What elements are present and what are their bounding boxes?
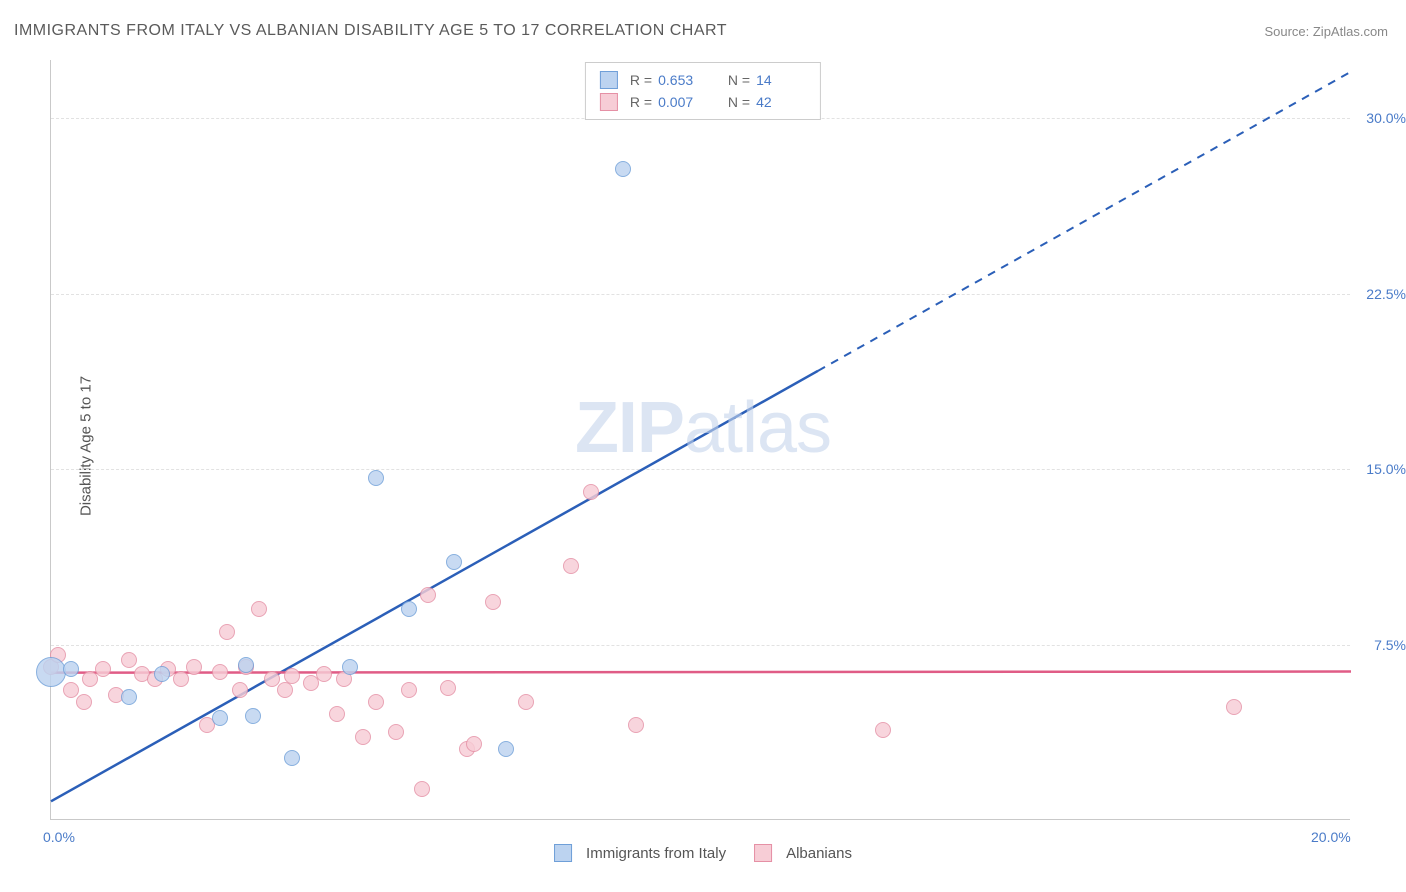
scatter-point — [284, 668, 300, 684]
r-value: 0.007 — [658, 94, 708, 110]
y-tick-label: 30.0% — [1366, 110, 1406, 126]
scatter-point — [628, 717, 644, 733]
legend-correlation-box: R = 0.653 N = 14R = 0.007 N = 42 — [585, 62, 821, 120]
scatter-point — [563, 558, 579, 574]
legend-swatch — [554, 844, 572, 862]
scatter-point — [264, 671, 280, 687]
r-label: R = — [630, 72, 652, 88]
scatter-point — [518, 694, 534, 710]
scatter-point — [154, 666, 170, 682]
x-tick-label: 0.0% — [43, 829, 75, 845]
r-label: R = — [630, 94, 652, 110]
scatter-point — [251, 601, 267, 617]
n-label: N = — [728, 72, 750, 88]
scatter-point — [95, 661, 111, 677]
legend-series-label: Immigrants from Italy — [586, 845, 726, 862]
scatter-point — [63, 661, 79, 677]
y-tick-label: 22.5% — [1366, 286, 1406, 302]
scatter-point — [485, 594, 501, 610]
scatter-point — [401, 601, 417, 617]
scatter-point — [121, 689, 137, 705]
legend-swatch — [600, 93, 618, 111]
scatter-point — [186, 659, 202, 675]
scatter-point — [63, 682, 79, 698]
scatter-point — [121, 652, 137, 668]
scatter-point — [219, 624, 235, 640]
scatter-point — [212, 664, 228, 680]
scatter-point — [583, 484, 599, 500]
x-tick-label: 20.0% — [1311, 829, 1351, 845]
scatter-point — [316, 666, 332, 682]
legend-swatch — [754, 844, 772, 862]
plot-area: 7.5%15.0%22.5%30.0%0.0%20.0% — [50, 60, 1350, 820]
legend-correlation-row: R = 0.653 N = 14 — [600, 69, 806, 91]
legend-swatch — [600, 71, 618, 89]
scatter-point — [368, 470, 384, 486]
scatter-point — [238, 657, 254, 673]
scatter-point — [875, 722, 891, 738]
scatter-point — [173, 671, 189, 687]
scatter-point — [212, 710, 228, 726]
scatter-point — [446, 554, 462, 570]
legend-series-item: Immigrants from Italy — [554, 844, 726, 862]
scatter-point — [76, 694, 92, 710]
scatter-point — [355, 729, 371, 745]
scatter-point — [245, 708, 261, 724]
scatter-point — [498, 741, 514, 757]
scatter-point — [615, 161, 631, 177]
scatter-point — [414, 781, 430, 797]
n-value: 14 — [756, 72, 806, 88]
legend-series-item: Albanians — [754, 844, 852, 862]
n-value: 42 — [756, 94, 806, 110]
y-tick-label: 7.5% — [1374, 637, 1406, 653]
scatter-point — [440, 680, 456, 696]
scatter-point — [466, 736, 482, 752]
scatter-point — [401, 682, 417, 698]
scatter-point — [368, 694, 384, 710]
scatter-point — [36, 657, 66, 687]
legend-series: Immigrants from Italy Albanians — [554, 844, 852, 862]
scatter-point — [420, 587, 436, 603]
scatter-point — [277, 682, 293, 698]
y-tick-label: 15.0% — [1366, 461, 1406, 477]
scatter-point — [329, 706, 345, 722]
scatter-point — [284, 750, 300, 766]
r-value: 0.653 — [658, 72, 708, 88]
source-attribution: Source: ZipAtlas.com — [1264, 24, 1388, 39]
scatter-point — [388, 724, 404, 740]
scatter-point — [342, 659, 358, 675]
regression-lines — [51, 60, 1350, 819]
legend-series-label: Albanians — [786, 845, 852, 862]
legend-correlation-row: R = 0.007 N = 42 — [600, 91, 806, 113]
scatter-point — [232, 682, 248, 698]
n-label: N = — [728, 94, 750, 110]
scatter-point — [1226, 699, 1242, 715]
chart-title: IMMIGRANTS FROM ITALY VS ALBANIAN DISABI… — [14, 22, 727, 40]
